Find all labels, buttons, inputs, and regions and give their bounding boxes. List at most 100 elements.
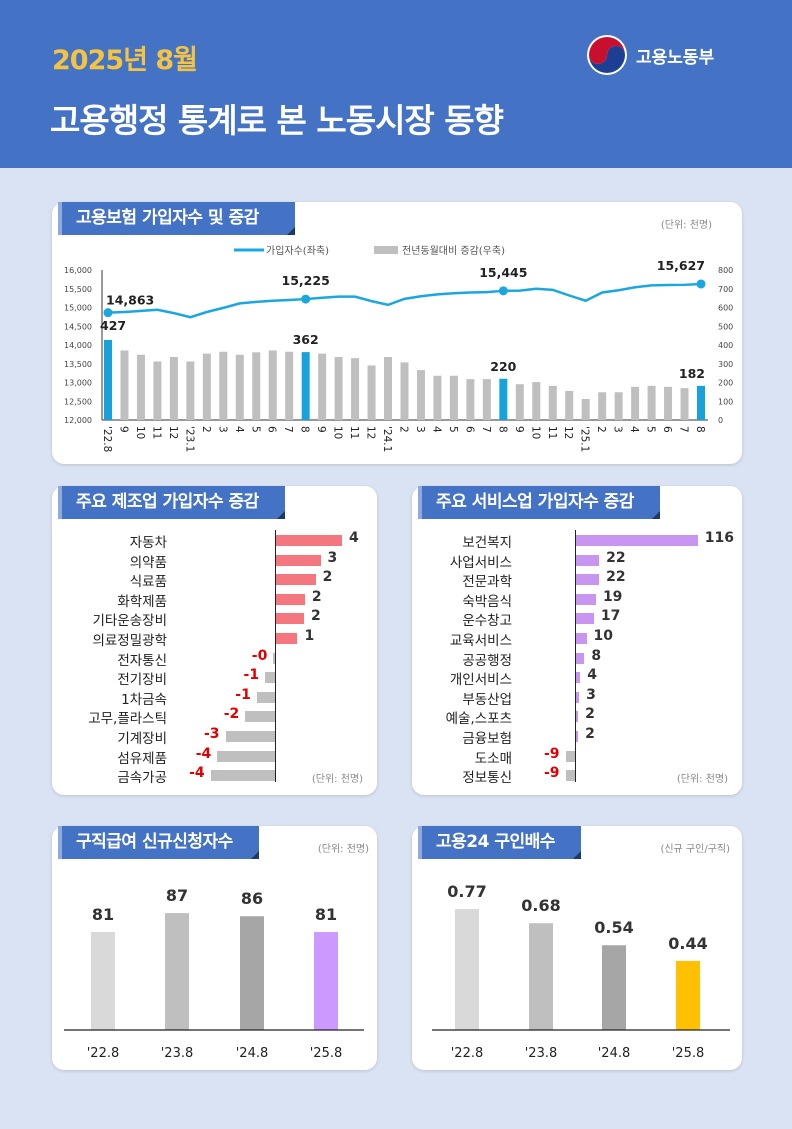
x-tick-label: '23.1 <box>183 426 195 452</box>
left-tick-label: 13,500 <box>64 360 92 369</box>
right-tick-label: 300 <box>718 360 733 369</box>
manufacturing-category-label: 기타운송장비 <box>92 613 167 630</box>
x-tick-label: 7 <box>282 426 294 433</box>
bar <box>240 916 264 1030</box>
services-zero-axis <box>575 530 576 782</box>
bar-yoy-change <box>120 350 129 420</box>
manufacturing-bar <box>217 750 275 762</box>
manufacturing-value-label: -2 <box>223 706 240 723</box>
services-bar <box>565 750 575 762</box>
manufacturing-bar <box>276 593 305 605</box>
manufacturing-category-label: 전자통신 <box>117 652 167 669</box>
bar <box>455 909 479 1030</box>
right-tick-label: 500 <box>718 322 733 331</box>
x-tick-label: 7 <box>678 426 690 433</box>
x-tick-label: 11 <box>546 426 558 439</box>
x-tick-label: '25.1 <box>579 426 591 452</box>
insurance-panel-title: 고용보험 가입자수 및 증감 <box>58 202 295 235</box>
x-tick-label: '23.8 <box>525 1046 558 1061</box>
bar-yoy-change <box>104 339 112 420</box>
bar-value-label: 81 <box>315 905 337 924</box>
manufacturing-value-label: 4 <box>349 530 359 546</box>
legend-bar-swatch <box>374 246 398 254</box>
manufacturing-category-label: 의약품 <box>129 554 167 571</box>
insurance-unit: (단위: 천명) <box>660 220 712 231</box>
left-tick-label: 14,500 <box>64 322 92 331</box>
x-tick-label: 9 <box>315 426 327 433</box>
legend-label: 가입자수(좌축) <box>266 244 329 257</box>
manufacturing-category-label: 기계장비 <box>117 731 167 747</box>
x-tick-label: 10 <box>529 426 541 439</box>
right-tick-label: 700 <box>718 285 733 294</box>
manufacturing-value-label: 2 <box>311 608 321 625</box>
left-tick-label: 12,500 <box>64 397 92 406</box>
x-tick-label: '22.8 <box>87 1046 120 1061</box>
bar-yoy-change <box>301 352 310 420</box>
line-data-label: 15,627 <box>657 258 705 273</box>
manufacturing-category-label: 화학제품 <box>117 593 167 610</box>
manufacturing-value-label: -4 <box>195 745 212 762</box>
right-tick-label: 400 <box>718 341 733 350</box>
line-point-marker <box>103 308 113 318</box>
services-panel-title: 주요 서비스업 가입자수 증감 <box>418 486 660 519</box>
left-tick-label: 16,000 <box>64 266 92 275</box>
x-tick-label: 3 <box>216 426 228 433</box>
services-panel: 주요 서비스업 가입자수 증감 (단위: 천명) 보건복지 116 사업서비스 22 전… <box>412 486 742 795</box>
manufacturing-bar <box>276 535 342 546</box>
services-category-label: 정보통신 <box>462 770 512 787</box>
line-point-marker <box>498 286 508 296</box>
x-tick-label: 9 <box>513 426 525 433</box>
bar-yoy-change <box>565 390 574 420</box>
manufacturing-bar <box>256 691 275 703</box>
bar-yoy-change <box>416 370 425 420</box>
bar-yoy-change <box>532 382 541 420</box>
manufacturing-bar <box>276 554 321 566</box>
x-tick-label: 10 <box>332 426 344 439</box>
services-value-label: 22 <box>606 569 626 586</box>
jobs-panel-title: 고용24 구인배수 <box>418 826 581 859</box>
bar-yoy-change <box>631 386 640 420</box>
x-tick-label: 6 <box>661 426 673 433</box>
services-category-label: 부동산업 <box>462 691 512 708</box>
manufacturing-panel: 주요 제조업 가입자수 증감 (단위: 천명) 자동차 4 의약품 3 식료품 2 화학제품… <box>52 486 377 795</box>
services-value-label: 4 <box>587 667 597 684</box>
manufacturing-category-label: 자동차 <box>129 535 167 551</box>
x-tick-label: 5 <box>249 426 261 433</box>
x-tick-label: 11 <box>150 426 162 439</box>
services-bar <box>576 593 596 605</box>
services-bar <box>576 731 579 742</box>
bar-value-label: 81 <box>92 905 114 924</box>
left-tick-label: 15,000 <box>64 304 92 313</box>
x-tick-label: 8 <box>496 426 508 433</box>
left-tick-label: 14,000 <box>64 341 92 350</box>
services-category-label: 전문과학 <box>462 574 512 591</box>
manufacturing-bar <box>276 613 305 625</box>
services-bar <box>576 652 585 664</box>
services-value-label: -9 <box>544 765 560 782</box>
benefits-panel-title: 구직급여 신규신청자수 <box>58 826 259 859</box>
services-unit: (단위: 천명) <box>676 774 728 785</box>
services-bar <box>576 574 600 586</box>
report-period: 2025년 8월 <box>52 45 198 76</box>
page-title: 고용행정 통계로 본 노동시장 동향 <box>50 101 504 140</box>
x-tick-label: '25.8 <box>310 1046 343 1061</box>
bar-yoy-change <box>169 357 178 420</box>
services-category-label: 운수창고 <box>462 613 512 630</box>
manufacturing-bar <box>276 574 316 586</box>
bar-data-label: 182 <box>679 366 705 381</box>
bar-yoy-change <box>384 357 393 420</box>
manufacturing-value-label: 1 <box>304 628 315 644</box>
bar-data-label: 220 <box>490 359 516 374</box>
bar-yoy-change <box>482 379 491 420</box>
manufacturing-value-label: -4 <box>189 765 205 782</box>
left-tick-label: 12,000 <box>64 416 92 425</box>
right-tick-label: 800 <box>718 266 733 275</box>
bar-yoy-change <box>598 392 607 420</box>
bar-yoy-change <box>219 351 228 420</box>
x-tick-label: 6 <box>463 426 475 433</box>
manufacturing-category-label: 금속가공 <box>117 770 167 787</box>
bar-value-label: 0.54 <box>594 918 633 937</box>
bar-value-label: 0.68 <box>521 896 560 915</box>
manufacturing-value-label: -3 <box>203 726 220 742</box>
manufacturing-value-label: -0 <box>251 647 268 664</box>
